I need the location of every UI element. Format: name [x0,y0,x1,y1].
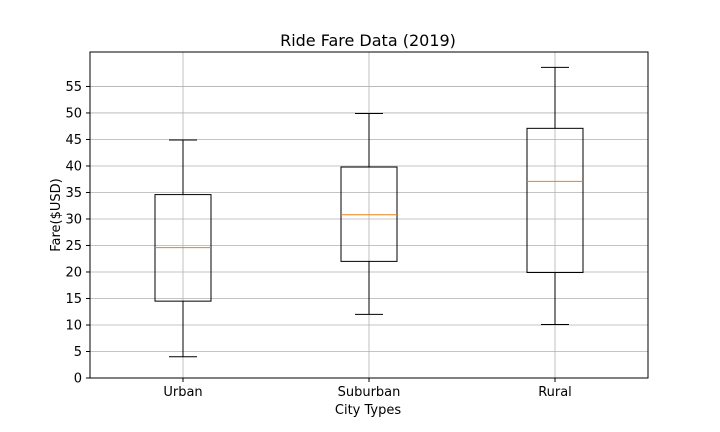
y-tick-label: 40 [65,159,82,174]
y-tick-label: 45 [65,133,82,148]
y-tick-label: 35 [65,186,82,201]
y-tick-label: 25 [65,239,82,254]
box-series [154,66,584,358]
chart-title: Ride Fare Data (2019) [280,31,456,50]
y-tick-label: 10 [65,318,82,333]
y-tick-label: 55 [65,80,82,95]
y-axis-ticks: 0 5 10 15 20 25 30 35 40 45 50 55 [65,80,90,387]
x-tick-label: Suburban [338,385,401,400]
y-tick-label: 15 [65,292,82,307]
x-axis-label: City Types [335,403,401,418]
x-axis-ticks: Urban Suburban Rural [163,378,572,400]
y-tick-label: 50 [65,106,82,121]
y-tick-label: 5 [74,345,82,360]
iqr-box [340,166,398,262]
box-rural [526,66,584,325]
x-tick-label: Rural [538,385,572,400]
y-tick-label: 0 [74,372,82,387]
y-axis-label: Fare($USD) [49,178,64,252]
box-suburban [340,112,398,315]
x-tick-label: Urban [163,385,202,400]
y-tick-label: 30 [65,212,82,227]
y-tick-label: 20 [65,265,82,280]
iqr-box [526,127,584,274]
box-urban [154,139,212,358]
